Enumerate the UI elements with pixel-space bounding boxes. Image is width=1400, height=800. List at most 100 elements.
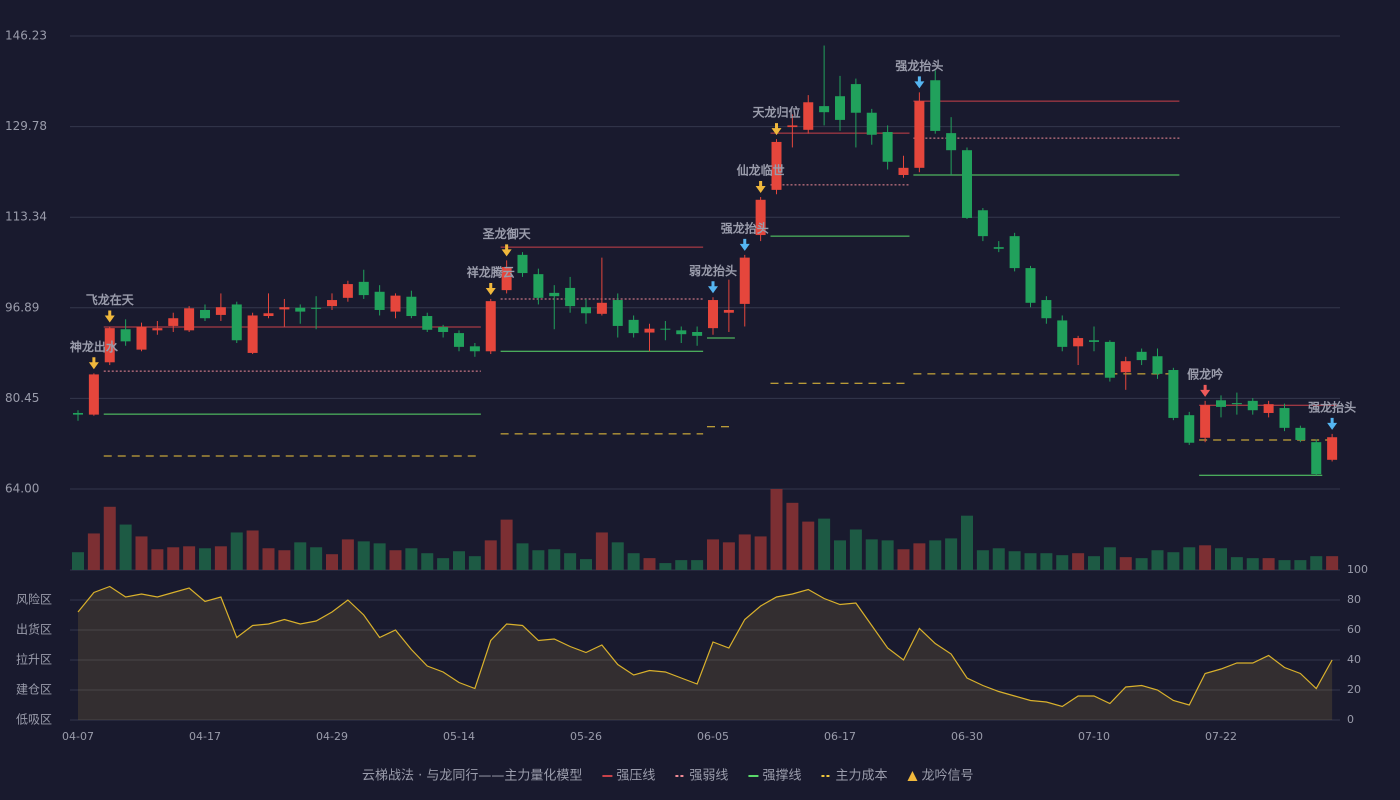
volume-bar bbox=[770, 489, 783, 570]
candle-body bbox=[390, 295, 401, 312]
candle-body bbox=[914, 101, 925, 168]
y-tick-label: 113.34 bbox=[5, 210, 47, 224]
volume-bar bbox=[992, 548, 1005, 570]
legend-label: 强撑线 bbox=[762, 769, 801, 784]
candle-body bbox=[771, 141, 782, 190]
y2-tick-label: 80 bbox=[1347, 593, 1361, 606]
candle-body bbox=[231, 304, 242, 341]
candle-body bbox=[1327, 437, 1338, 460]
y2-tick-label: 20 bbox=[1347, 683, 1361, 696]
candle-body bbox=[1247, 400, 1258, 411]
candle-body bbox=[342, 284, 353, 298]
candle-body bbox=[946, 133, 957, 151]
candle-body bbox=[1279, 408, 1290, 428]
signal-label: 强龙抬头 bbox=[895, 58, 943, 73]
volume-bar bbox=[468, 556, 481, 570]
candle-body bbox=[644, 328, 655, 333]
candle-body bbox=[866, 112, 877, 135]
candle-body bbox=[835, 96, 845, 120]
x-tick-label: 07-10 bbox=[1078, 730, 1110, 743]
y2-tick-label: 0 bbox=[1347, 713, 1354, 726]
candle-body bbox=[596, 302, 607, 314]
candle-body bbox=[1231, 403, 1242, 405]
volume-bar bbox=[453, 551, 465, 570]
volume-bar bbox=[1119, 557, 1132, 570]
volume-bar bbox=[1246, 558, 1259, 570]
candle-body bbox=[1041, 300, 1052, 319]
x-tick-label: 05-26 bbox=[570, 730, 602, 743]
candle-body bbox=[279, 307, 290, 310]
volume-bar bbox=[87, 533, 100, 570]
signal-arrow bbox=[485, 282, 496, 295]
candle-body bbox=[454, 333, 464, 347]
candle-body bbox=[882, 132, 893, 162]
candle-body bbox=[1152, 356, 1163, 374]
signal-arrow bbox=[708, 281, 718, 294]
legend-title: 云梯战法 · 与龙同行——主力量化模型 bbox=[362, 769, 582, 784]
volume-bar bbox=[246, 530, 259, 570]
signal-arrow bbox=[1327, 417, 1338, 430]
volume-bar bbox=[1088, 556, 1100, 570]
volume-bar bbox=[707, 539, 719, 570]
y-tick-label: 96.89 bbox=[5, 300, 39, 314]
candle-body bbox=[803, 102, 814, 130]
legend-label: 主力成本 bbox=[835, 769, 887, 784]
y2-tick-label: 100 bbox=[1347, 563, 1368, 576]
volume-bar bbox=[1008, 551, 1021, 570]
candle-body bbox=[1311, 442, 1322, 475]
volume-bar bbox=[897, 549, 910, 570]
volume-bar bbox=[516, 543, 529, 570]
volume-bar bbox=[405, 548, 418, 570]
signal-label: 神龙出水 bbox=[70, 339, 119, 354]
candle-body bbox=[1168, 370, 1179, 418]
volume-bar bbox=[1215, 548, 1227, 570]
volume-bar bbox=[119, 524, 132, 570]
y-tick-label: 64.00 bbox=[5, 482, 39, 496]
volume-bar bbox=[691, 560, 704, 570]
volume-bar bbox=[484, 540, 497, 570]
volume-bar bbox=[722, 542, 735, 570]
volume-bar bbox=[151, 549, 164, 570]
volume-bar bbox=[754, 536, 767, 570]
volume-bar bbox=[532, 550, 545, 570]
volume-bar bbox=[945, 538, 958, 570]
x-tick-label: 06-05 bbox=[697, 730, 729, 743]
volume-bar bbox=[1103, 547, 1116, 570]
candle-body bbox=[1263, 404, 1274, 413]
x-tick-label: 04-07 bbox=[62, 730, 94, 743]
y2-tick-label: 40 bbox=[1347, 653, 1361, 666]
y-tick-label: 146.23 bbox=[5, 29, 47, 43]
volume-bar bbox=[1262, 558, 1275, 570]
x-tick-label: 07-22 bbox=[1205, 730, 1237, 743]
candle-body bbox=[517, 254, 528, 274]
candle-body bbox=[1136, 351, 1147, 361]
candle-body bbox=[533, 274, 544, 298]
candle-body bbox=[850, 84, 861, 113]
candle-body bbox=[1089, 340, 1099, 342]
x-tick-label: 06-17 bbox=[824, 730, 856, 743]
candle-body bbox=[1120, 361, 1131, 373]
volume-bar bbox=[199, 548, 211, 570]
volume-bar bbox=[802, 521, 815, 570]
candle-body bbox=[962, 150, 972, 218]
volume-bar bbox=[167, 547, 180, 570]
volume-bar bbox=[643, 558, 656, 570]
volume-bar bbox=[326, 554, 338, 570]
candle-body bbox=[1025, 268, 1036, 303]
volume-bar bbox=[865, 539, 878, 570]
candle-body bbox=[184, 308, 195, 331]
volume-bar bbox=[564, 553, 577, 570]
volume-bar bbox=[738, 534, 751, 570]
volume-bar bbox=[961, 515, 973, 570]
candle-body bbox=[215, 307, 226, 315]
candle-body bbox=[327, 300, 337, 307]
indicator-line bbox=[77, 585, 1333, 708]
zone-label: 低吸区 bbox=[16, 713, 52, 727]
volume-bar bbox=[580, 559, 592, 570]
candle-body bbox=[739, 257, 750, 304]
signal-arrow bbox=[914, 76, 925, 89]
legend-label: 强压线 bbox=[616, 769, 655, 784]
candle-body bbox=[104, 328, 115, 363]
y-tick-label: 129.78 bbox=[5, 119, 47, 133]
volume-bar bbox=[389, 550, 402, 570]
